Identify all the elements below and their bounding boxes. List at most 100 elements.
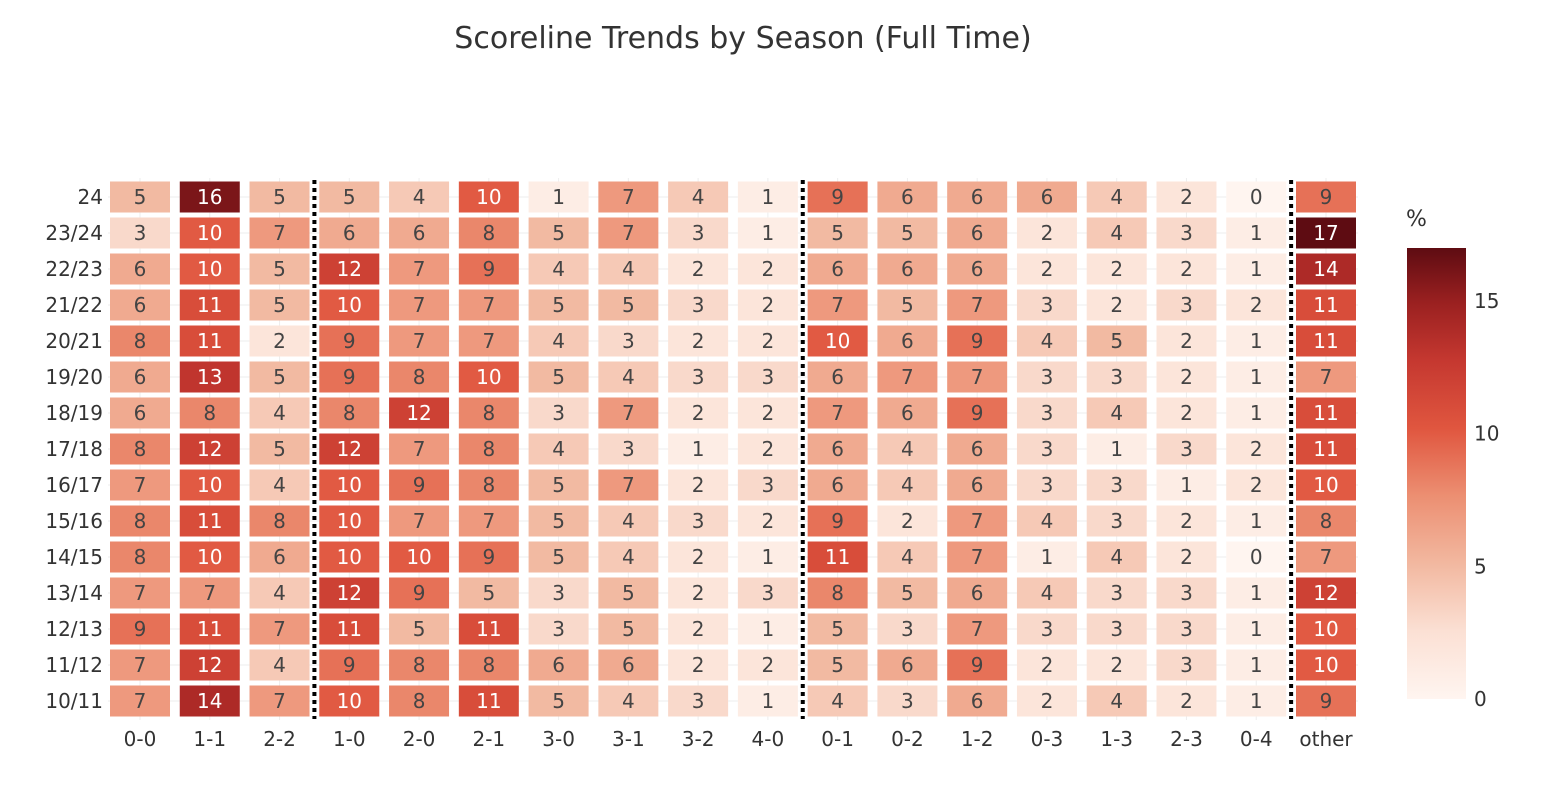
heatmap-cell <box>319 577 380 609</box>
x-tick-label: 0-4 <box>1240 727 1273 751</box>
heatmap-cell <box>249 685 310 717</box>
cell-label: 0 <box>1250 545 1263 569</box>
heatmap-cell <box>598 685 659 717</box>
heatmap-cell <box>807 325 868 357</box>
cell-label: 1 <box>1041 545 1054 569</box>
heatmap-cell <box>1156 577 1217 609</box>
cell-label: 11 <box>1313 437 1338 461</box>
cell-label: 7 <box>831 293 844 317</box>
heatmap-cell <box>1016 253 1077 285</box>
heatmap-cell <box>807 217 868 249</box>
heatmap-cell <box>598 217 659 249</box>
heatmap-cell <box>877 541 938 573</box>
heatmap-cell <box>1086 433 1147 465</box>
cell-label: 2 <box>762 509 775 533</box>
cell-label: 3 <box>762 365 775 389</box>
heatmap-cell <box>1016 361 1077 393</box>
cell-label: 2 <box>1180 401 1193 425</box>
heatmap-cell <box>389 325 450 357</box>
heatmap-cell <box>807 181 868 213</box>
cell-label: 7 <box>622 221 635 245</box>
heatmap-cell <box>110 253 170 285</box>
heatmap-cell <box>1156 685 1217 717</box>
cell-label: 8 <box>831 581 844 605</box>
cell-label: 5 <box>622 293 635 317</box>
heatmap-cell <box>1016 433 1077 465</box>
heatmap-cell <box>389 217 450 249</box>
heatmap-cell <box>528 289 589 321</box>
heatmap-cell <box>389 361 450 393</box>
heatmap-cell <box>1016 397 1077 429</box>
heatmap-cell <box>947 361 1008 393</box>
heatmap-cell <box>1016 505 1077 537</box>
cell-label: 5 <box>901 293 914 317</box>
cell-label: 9 <box>831 185 844 209</box>
heatmap-cell <box>458 397 519 429</box>
heatmap-cell <box>668 217 729 249</box>
cell-label: 8 <box>413 689 426 713</box>
heatmap-cell <box>877 613 938 645</box>
heatmap-cell <box>737 253 798 285</box>
heatmap-cell <box>1086 361 1147 393</box>
heatmap-cell <box>807 685 868 717</box>
cell-label: 2 <box>1180 545 1193 569</box>
cell-label: 5 <box>831 653 844 677</box>
heatmap-cell <box>668 361 729 393</box>
heatmap-cell <box>877 505 938 537</box>
heatmap-cell <box>1086 181 1147 213</box>
cell-label: 4 <box>552 329 565 353</box>
heatmap-cell <box>1156 613 1217 645</box>
cell-label: 2 <box>1180 689 1193 713</box>
x-tick-label: 1-0 <box>333 727 366 751</box>
heatmap-cell <box>1156 469 1217 501</box>
colorbar-tick-label: 0 <box>1474 687 1487 711</box>
cell-label: 2 <box>1180 257 1193 281</box>
heatmap-cell <box>668 397 729 429</box>
heatmap-cell <box>528 253 589 285</box>
cell-label: 8 <box>413 653 426 677</box>
heatmap-cell <box>668 289 729 321</box>
cell-label: 5 <box>273 293 286 317</box>
heatmap-cell <box>249 577 310 609</box>
cell-label: 2 <box>1110 293 1123 317</box>
cell-label: 5 <box>901 581 914 605</box>
heatmap-cell <box>458 325 519 357</box>
cell-label: 11 <box>1313 329 1338 353</box>
heatmap-cell <box>807 541 868 573</box>
heatmap-cell <box>668 541 729 573</box>
cell-label: 6 <box>831 365 844 389</box>
heatmap-cell <box>179 505 240 537</box>
heatmap-cell <box>947 433 1008 465</box>
heatmap-cell <box>947 613 1008 645</box>
cell-label: 4 <box>831 689 844 713</box>
cell-label: 6 <box>552 653 565 677</box>
cell-label: 3 <box>1041 617 1054 641</box>
heatmap-cell <box>947 253 1008 285</box>
heatmap-cell <box>877 397 938 429</box>
heatmap-cell <box>737 181 798 213</box>
heatmap-cell <box>249 613 310 645</box>
cell-label: 6 <box>971 257 984 281</box>
heatmap-cell <box>877 361 938 393</box>
cell-label: 2 <box>1041 221 1054 245</box>
cell-label: 1 <box>1250 401 1263 425</box>
x-tick-label: 0-2 <box>891 727 924 751</box>
x-tick-label: 0-1 <box>821 727 854 751</box>
cell-label: 6 <box>971 473 984 497</box>
cell-label: 12 <box>406 401 431 425</box>
heatmap-cell <box>249 541 310 573</box>
cell-label: 8 <box>273 509 286 533</box>
heatmap-cell <box>389 649 450 681</box>
heatmap-cell <box>1016 181 1077 213</box>
heatmap-cell <box>249 325 310 357</box>
cell-label: 7 <box>971 365 984 389</box>
cell-label: 4 <box>273 401 286 425</box>
cell-label: 7 <box>831 401 844 425</box>
cell-label: 5 <box>552 221 565 245</box>
x-tick-label: other <box>1299 727 1353 751</box>
heatmap-cell <box>110 397 170 429</box>
heatmap-cell <box>179 685 240 717</box>
heatmap-cell <box>1086 613 1147 645</box>
cell-label: 5 <box>552 509 565 533</box>
